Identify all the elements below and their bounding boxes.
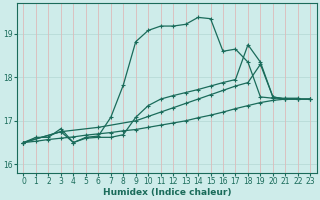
X-axis label: Humidex (Indice chaleur): Humidex (Indice chaleur)	[103, 188, 231, 197]
